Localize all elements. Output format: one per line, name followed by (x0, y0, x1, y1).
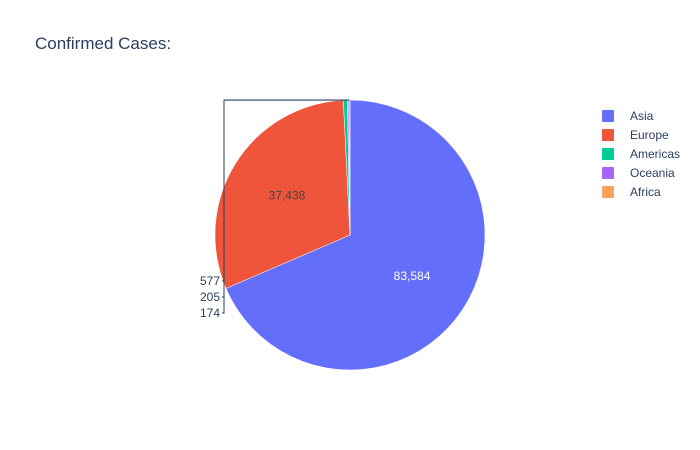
pie-slice-europe[interactable] (214, 99, 351, 289)
legend-swatch-africa (602, 185, 614, 198)
legend-item-europe[interactable]: Europe (602, 125, 680, 144)
legend-label-americas: Americas (630, 146, 681, 161)
legend-swatch-asia (602, 109, 614, 122)
legend-label-africa: Africa (630, 184, 661, 199)
legend-label-asia: Asia (630, 108, 654, 123)
legend-swatch-oceania (602, 166, 614, 179)
legend-label-oceania: Oceania (630, 165, 675, 180)
legend-label-europe: Europe (630, 127, 669, 142)
pie-label-europe: 37,438 (269, 189, 306, 203)
legend-swatch-americas (602, 147, 614, 160)
legend-item-oceania[interactable]: Oceania (602, 163, 680, 182)
pie-label-africa: 174 (200, 306, 220, 320)
pie-label-oceania: 205 (200, 290, 220, 304)
pie-slice-asia[interactable] (225, 99, 486, 371)
chart-title: Confirmed Cases: (35, 34, 172, 53)
legend-item-africa[interactable]: Africa (602, 182, 680, 201)
legend-swatch-europe (602, 128, 614, 141)
pie-label-americas: 577 (200, 274, 220, 288)
pie-label-asia: 83,584 (394, 269, 431, 283)
pie-slices (214, 99, 486, 371)
legend-item-asia[interactable]: Asia (602, 106, 680, 125)
legend: Asia Europe Americas Oceania Africa (602, 106, 680, 201)
pie-leader-africa (222, 99, 350, 314)
pie-labels: 83,584 37,438 577 205 174 (200, 99, 431, 320)
legend-item-americas[interactable]: Americas (602, 144, 680, 163)
